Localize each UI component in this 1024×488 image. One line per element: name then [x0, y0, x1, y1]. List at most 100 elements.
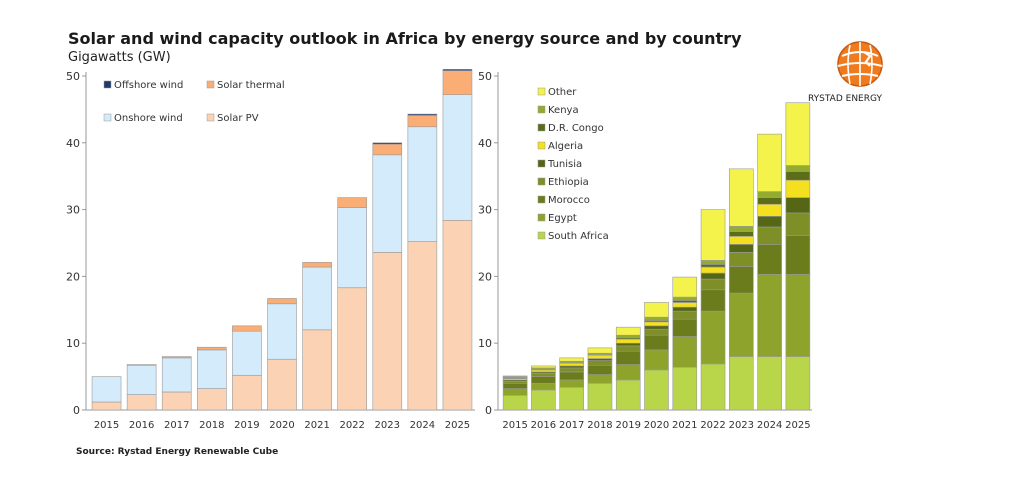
- bar-segment: [502, 382, 528, 389]
- bar-segment: [729, 244, 754, 253]
- bar-segment: [785, 165, 811, 172]
- y-tick-label: 40: [478, 137, 492, 150]
- y-tick-label: 0: [73, 404, 80, 417]
- bar-segment: [615, 342, 641, 347]
- legend-swatch: [103, 80, 112, 89]
- brand-name: RYSTAD ENERGY: [808, 94, 883, 104]
- bar-segment: [729, 252, 754, 267]
- x-tick-label: 2016: [129, 420, 154, 431]
- legend-label: Onshore wind: [114, 113, 183, 124]
- bar-segment: [232, 330, 262, 376]
- bar-segment: [700, 209, 726, 261]
- y-tick-label: 10: [66, 337, 80, 350]
- x-tick-label: 2015: [94, 420, 119, 431]
- bar-segment: [267, 303, 297, 360]
- bar-segment: [700, 289, 726, 312]
- bar-segment: [587, 374, 613, 384]
- bar-segment: [729, 356, 754, 411]
- bar-segment: [672, 300, 698, 303]
- legend-swatch: [537, 213, 546, 222]
- bar-segment: [232, 374, 262, 411]
- bar-segment: [559, 365, 584, 369]
- x-tick-label: 2017: [559, 420, 584, 431]
- bar-segment: [757, 244, 782, 275]
- bar-segment: [232, 325, 262, 332]
- legend-label: Solar thermal: [217, 80, 285, 91]
- bar-segment: [615, 345, 641, 352]
- bar-segment: [442, 69, 473, 71]
- bar-segment: [559, 386, 584, 411]
- bar-segment: [785, 212, 811, 236]
- bar-segment: [700, 363, 726, 411]
- y-tick-label: 20: [478, 270, 492, 283]
- bar-segment: [729, 168, 754, 227]
- legend-swatch: [103, 113, 112, 122]
- bar-segment: [407, 113, 438, 116]
- bar-segment: [502, 375, 528, 377]
- bar-segment: [785, 171, 811, 181]
- bar-segment: [644, 316, 669, 321]
- bar-segment: [672, 302, 698, 308]
- bar-segment: [302, 329, 332, 411]
- legend-swatch: [537, 195, 546, 204]
- x-tick-label: 2020: [644, 420, 669, 431]
- bar-segment: [502, 395, 528, 411]
- y-tick-label: 50: [66, 70, 80, 83]
- bar-segment: [644, 325, 669, 330]
- legend-label: Ethiopia: [548, 177, 589, 188]
- y-tick-label: 20: [66, 270, 80, 283]
- legend-swatch: [537, 141, 546, 150]
- legend-label: Solar PV: [217, 113, 259, 124]
- x-tick-label: 2024: [410, 420, 435, 431]
- bar-segment: [91, 376, 122, 403]
- bar-segment: [700, 266, 726, 274]
- legend-swatch: [537, 231, 546, 240]
- bar-segment: [531, 389, 556, 411]
- bar-segment: [672, 306, 698, 312]
- bar-segment: [197, 346, 227, 351]
- bar-segment: [729, 226, 754, 232]
- bar-segment: [587, 358, 613, 361]
- x-tick-label: 2019: [616, 420, 641, 431]
- bar-segment: [531, 369, 556, 373]
- bar-segment: [587, 347, 613, 354]
- legend-swatch: [537, 105, 546, 114]
- bar-segment: [302, 266, 332, 331]
- bar-segment: [587, 354, 613, 359]
- y-tick-label: 10: [478, 337, 492, 350]
- bar-segment: [559, 379, 584, 388]
- bar-segment: [672, 310, 698, 320]
- bar-segment: [700, 272, 726, 280]
- globe-logo-icon: [837, 41, 883, 87]
- source-note: Source: Rystad Energy Renewable Cube: [76, 447, 279, 457]
- x-tick-label: 2025: [785, 420, 810, 431]
- bar-segment: [531, 372, 556, 377]
- legend-label: Egypt: [548, 213, 577, 224]
- bar-segment: [337, 287, 367, 411]
- bar-segment: [644, 302, 669, 318]
- bar-segment: [757, 356, 782, 411]
- x-tick-label: 2017: [164, 420, 189, 431]
- x-tick-label: 2019: [234, 420, 259, 431]
- bar-segment: [644, 369, 669, 411]
- x-tick-label: 2018: [199, 420, 224, 431]
- bar-segment: [587, 364, 613, 375]
- bar-segment: [442, 219, 473, 411]
- bar-segment: [757, 215, 782, 228]
- legend-label: Algeria: [548, 141, 583, 152]
- x-tick-label: 2023: [375, 420, 400, 431]
- legend-swatch: [206, 113, 215, 122]
- page-subtitle: Gigawatts (GW): [68, 50, 171, 65]
- x-tick-label: 2022: [700, 420, 725, 431]
- bar-segment: [757, 197, 782, 205]
- bar-segment: [559, 371, 584, 381]
- bar-segment: [785, 102, 811, 166]
- bar-segment: [757, 226, 782, 245]
- bar-segment: [161, 357, 192, 393]
- bar-segment: [407, 126, 438, 242]
- bar-segment: [672, 296, 698, 301]
- x-tick-label: 2023: [729, 420, 754, 431]
- bar-segment: [757, 191, 782, 198]
- bar-segment: [672, 276, 698, 298]
